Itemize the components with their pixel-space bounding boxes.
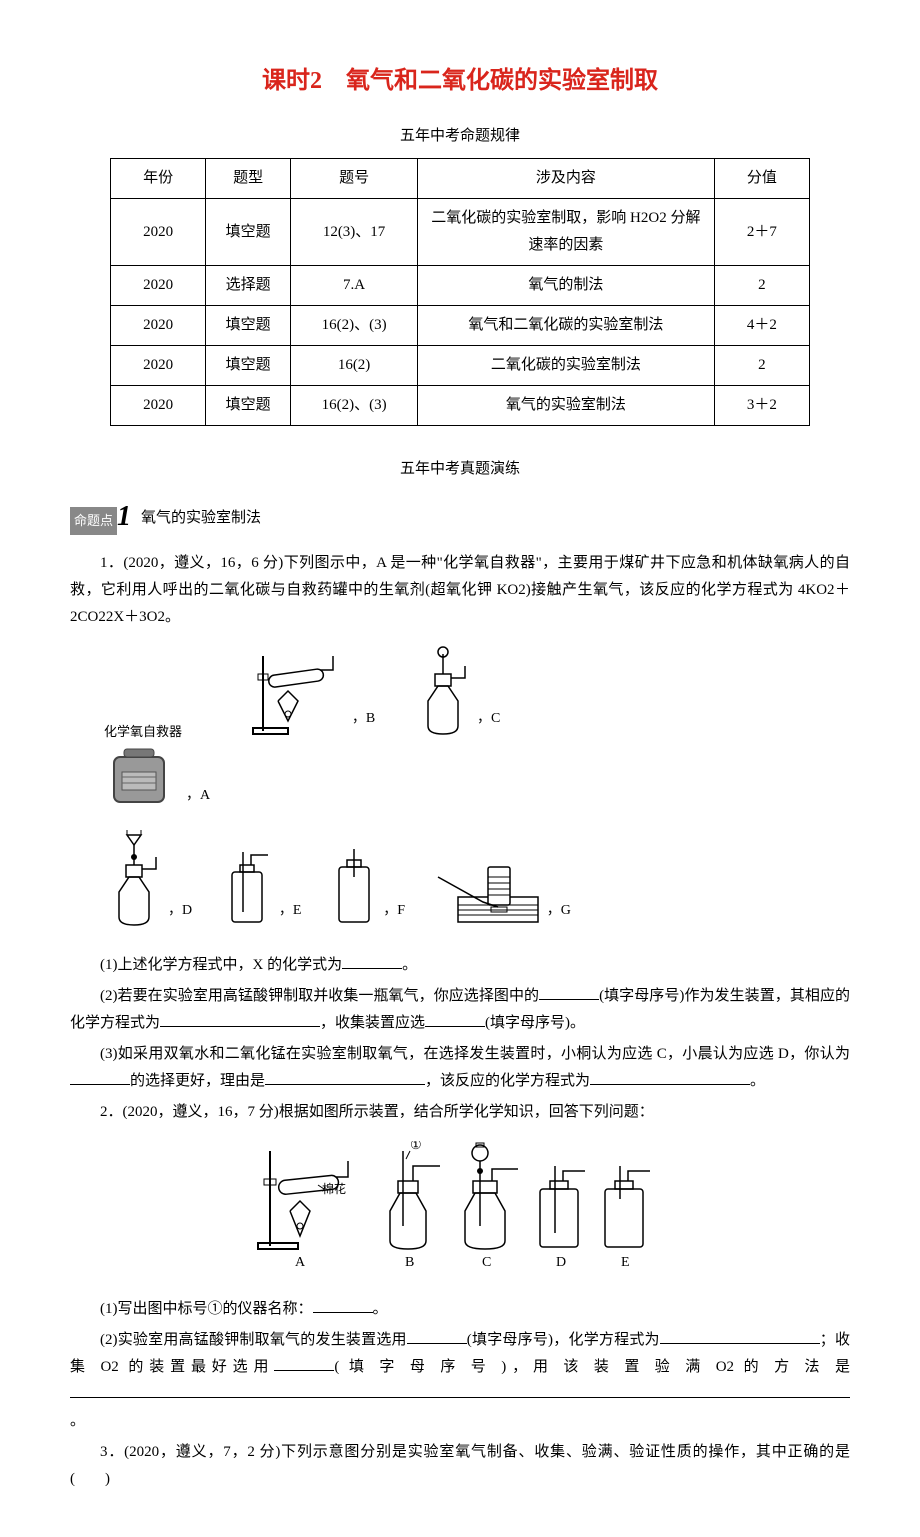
blank-fill[interactable] (70, 1070, 130, 1085)
col-score: 分值 (714, 159, 809, 199)
table-caption: 五年中考命题规律 (70, 123, 850, 150)
table-cell: 2020 (111, 386, 206, 426)
q1-part2: (2)若要在实验室用高锰酸钾制取并收集一瓶氧气，你应选择图中的(填字母序号)作为… (70, 983, 850, 1037)
diagram-rescuer: 化学氧自救器 (104, 720, 182, 812)
topic-title: 氧气的实验室制法 (141, 505, 261, 532)
q2-figures: 棉花 A ① B C D E (70, 1141, 850, 1281)
table-cell: 16(2) (291, 346, 418, 386)
table-cell: 填空题 (206, 199, 291, 266)
question-2-stem: 2．(2020，遵义，16，7 分)根据如图所示装置，结合所学化学知识，回答下列… (70, 1099, 850, 1126)
blank-fill[interactable] (160, 1012, 320, 1027)
svg-text:D: D (556, 1255, 566, 1270)
svg-text:A: A (295, 1255, 306, 1270)
question-3-stem: 3．(2020，遵义，7，2 分)下列示意图分别是实验室氧气制备、收集、验满、验… (70, 1439, 850, 1493)
col-year: 年份 (111, 159, 206, 199)
table-cell: 二氧化碳的实验室制取，影响 H2O2 分解速率的因素 (418, 199, 715, 266)
blank-fill[interactable] (539, 985, 599, 1000)
table-cell: 2020 (111, 306, 206, 346)
col-num: 题号 (291, 159, 418, 199)
table-cell: 选择题 (206, 266, 291, 306)
diagram-flask-sep-funnel (104, 827, 164, 927)
table-cell: 2020 (111, 346, 206, 386)
svg-text:①: ① (410, 1141, 422, 1152)
table-row: 2020填空题16(2)二氧化碳的实验室制法2 (111, 346, 810, 386)
table-cell: 氧气的制法 (418, 266, 715, 306)
table-cell: 2 (714, 266, 809, 306)
table-row: 2020选择题7.A氧气的制法2 (111, 266, 810, 306)
blank-fill[interactable] (425, 1012, 485, 1027)
table-cell: 氧气和二氧化碳的实验室制法 (418, 306, 715, 346)
table-cell: 3＋2 (714, 386, 809, 426)
blank-fill[interactable] (265, 1070, 425, 1085)
q1-part3: (3)如采用双氧水和二氧化锰在实验室制取氧气，在选择发生装置时，小桐认为应选 C… (70, 1041, 850, 1095)
topic-badge-number: 1 (117, 503, 131, 531)
table-cell: 2020 (111, 266, 206, 306)
blank-fill[interactable] (660, 1329, 820, 1344)
page-title: 课时2 氧气和二氧化碳的实验室制取 (70, 60, 850, 103)
table-cell: 填空题 (206, 386, 291, 426)
table-cell: 12(3)、17 (291, 199, 418, 266)
blank-fill[interactable] (407, 1329, 467, 1344)
diagram-gas-bottle-e (220, 847, 275, 927)
diagram-flask-funnel (413, 646, 473, 736)
table-cell: 16(2)、(3) (291, 306, 418, 346)
blank-fill[interactable] (590, 1070, 750, 1085)
q1-part1: (1)上述化学方程式中，X 的化学式为。 (70, 952, 850, 979)
table-cell: 填空题 (206, 306, 291, 346)
svg-text:E: E (621, 1255, 630, 1270)
table-cell: 2＋7 (714, 199, 809, 266)
svg-text:棉花: 棉花 (322, 1181, 346, 1196)
practice-caption: 五年中考真题演练 (70, 456, 850, 483)
table-cell: 4＋2 (714, 306, 809, 346)
q1-figures-row2: ，D ，E ，F (100, 827, 850, 937)
diagram-gas-bottle-f (329, 847, 379, 927)
table-cell: 二氧化碳的实验室制法 (418, 346, 715, 386)
table-cell: 2020 (111, 199, 206, 266)
q2-part2: (2)实验室用高锰酸钾制取氧气的发生装置选用(填字母序号)，化学方程式为；收集 … (70, 1327, 850, 1435)
blank-fill[interactable] (313, 1298, 373, 1313)
topic-badge: 命题点 1 (70, 503, 131, 534)
svg-text:B: B (405, 1255, 414, 1270)
table-row: 2020填空题12(3)、17二氧化碳的实验室制取，影响 H2O2 分解速率的因… (111, 199, 810, 266)
table-cell: 氧气的实验室制法 (418, 386, 715, 426)
topic-badge-text: 命题点 (70, 507, 117, 534)
blank-fill[interactable] (70, 1383, 850, 1398)
table-cell: 7.A (291, 266, 418, 306)
q1-figures-row1: 化学氧自救器 ，A ，B (100, 646, 850, 812)
blank-fill[interactable] (274, 1356, 334, 1371)
table-row: 2020填空题16(2)、(3)氧气和二氧化碳的实验室制法4＋2 (111, 306, 810, 346)
col-content: 涉及内容 (418, 159, 715, 199)
table-header-row: 年份 题型 题号 涉及内容 分值 (111, 159, 810, 199)
blank-fill[interactable] (342, 954, 402, 969)
q2-part1: (1)写出图中标号①的仪器名称：。 (70, 1296, 850, 1323)
table-cell: 2 (714, 346, 809, 386)
diagram-heating-tube (248, 646, 348, 736)
diagram-water-trough (433, 847, 543, 927)
col-type: 题型 (206, 159, 291, 199)
table-row: 2020填空题16(2)、(3)氧气的实验室制法3＋2 (111, 386, 810, 426)
exam-stats-table: 年份 题型 题号 涉及内容 分值 2020填空题12(3)、17二氧化碳的实验室… (110, 158, 810, 426)
table-cell: 16(2)、(3) (291, 386, 418, 426)
table-cell: 填空题 (206, 346, 291, 386)
topic-header: 命题点 1 氧气的实验室制法 (70, 503, 850, 534)
question-1-stem: 1．(2020，遵义，16，6 分)下列图示中，A 是一种"化学氧自救器"，主要… (70, 550, 850, 631)
svg-text:C: C (482, 1255, 491, 1270)
